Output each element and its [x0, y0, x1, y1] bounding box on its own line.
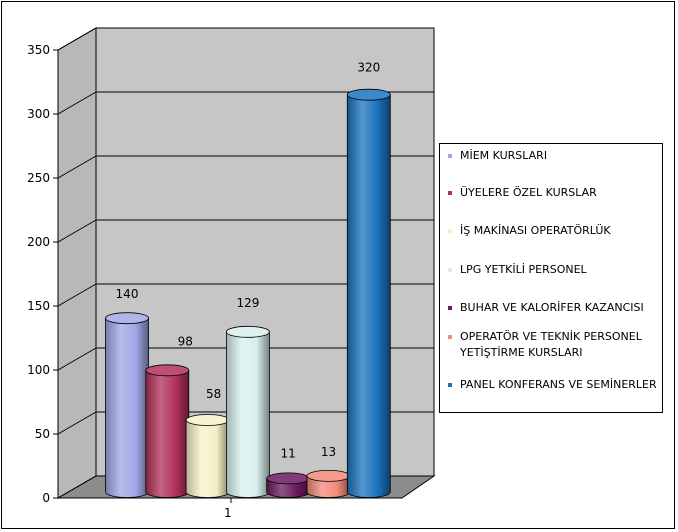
data-label: 11 — [281, 446, 296, 460]
gridline-depth — [57, 411, 97, 435]
y-tick-label: 0 — [42, 491, 50, 505]
bar-2 — [145, 364, 190, 498]
legend-marker — [448, 306, 452, 310]
legend-label: İŞ MAKİNASI OPERATÖRLÜK — [460, 224, 611, 237]
bar-4 — [225, 325, 270, 498]
legend-marker — [448, 154, 452, 158]
y-tick-label: 300 — [27, 107, 50, 121]
y-tick-label: 100 — [27, 363, 50, 377]
data-label: 58 — [206, 387, 221, 401]
gridline-depth — [57, 283, 97, 307]
legend-label: PANEL KONFERANS VE SEMİNERLER — [460, 378, 657, 391]
legend-marker — [448, 229, 452, 233]
legend-item: OPERATÖR VE TEKNİK PERSONEL YETİŞTİRME K… — [448, 329, 660, 361]
y-tick-label: 200 — [27, 235, 50, 249]
y-tick-label: 50 — [35, 427, 50, 441]
data-labels: 140 98 58 129 11 13 320 — [116, 61, 381, 461]
bar-top — [306, 469, 351, 482]
legend-label: OPERATÖR VE TEKNİK PERSONEL YETİŞTİRME K… — [460, 330, 642, 359]
bar-body — [185, 419, 230, 498]
bar-top — [346, 88, 391, 101]
y-axis: 0 50 100 150 200 250 300 350 — [27, 43, 402, 505]
legend-item: PANEL KONFERANS VE SEMİNERLER — [448, 377, 660, 393]
legend-label: LPG YETKİLİ PERSONEL — [460, 263, 587, 276]
bar-top — [266, 472, 311, 485]
bar-body — [105, 317, 149, 498]
legend-marker — [448, 383, 452, 387]
legend: MİEM KURSLARI ÜYELERE ÖZEL KURSLAR İŞ MAKİ… — [439, 143, 663, 413]
legend-label: ÜYELERE ÖZEL KURSLAR — [460, 186, 597, 199]
gridline-depth — [57, 27, 97, 51]
bar-7 — [346, 88, 391, 498]
gridline-depth — [57, 219, 97, 243]
legend-item: BUHAR VE KALORİFER KAZANCISI — [448, 300, 660, 316]
side-wall — [57, 27, 97, 499]
bar-top — [105, 312, 149, 325]
bar-group — [105, 88, 391, 498]
data-label: 129 — [236, 296, 259, 310]
legend-item: LPG YETKİLİ PERSONEL — [448, 262, 660, 278]
bar-3 — [185, 414, 230, 498]
bar-body — [346, 94, 391, 498]
gridline-depth — [57, 155, 97, 179]
legend-item: MİEM KURSLARI — [448, 148, 660, 164]
legend-item: ÜYELERE ÖZEL KURSLAR — [448, 185, 660, 201]
bar-5 — [266, 472, 311, 498]
data-label: 13 — [321, 445, 336, 459]
bar-body — [226, 331, 270, 498]
legend-marker — [448, 335, 452, 339]
y-tick-label: 350 — [27, 43, 50, 57]
legend-label: MİEM KURSLARI — [460, 149, 548, 162]
y-tick-label: 250 — [27, 171, 50, 185]
bar-top — [145, 364, 190, 377]
bar-top — [225, 325, 270, 338]
legend-item: İŞ MAKİNASI OPERATÖRLÜK — [448, 223, 660, 239]
gridline-depth — [57, 475, 97, 499]
gridline-depth — [57, 347, 97, 371]
legend-marker — [448, 268, 452, 272]
data-label: 320 — [357, 61, 380, 75]
legend-label: BUHAR VE KALORİFER KAZANCISI — [460, 301, 644, 314]
y-tick-label: 150 — [27, 299, 50, 313]
legend-marker — [448, 191, 452, 195]
data-label: 140 — [116, 287, 139, 301]
data-label: 98 — [178, 334, 193, 348]
bar-1 — [105, 312, 149, 498]
x-tick-label: 1 — [224, 506, 232, 520]
bar-top — [185, 414, 230, 426]
bar-body — [145, 369, 190, 498]
gridline-depth — [57, 91, 97, 115]
bar-6 — [306, 469, 351, 498]
